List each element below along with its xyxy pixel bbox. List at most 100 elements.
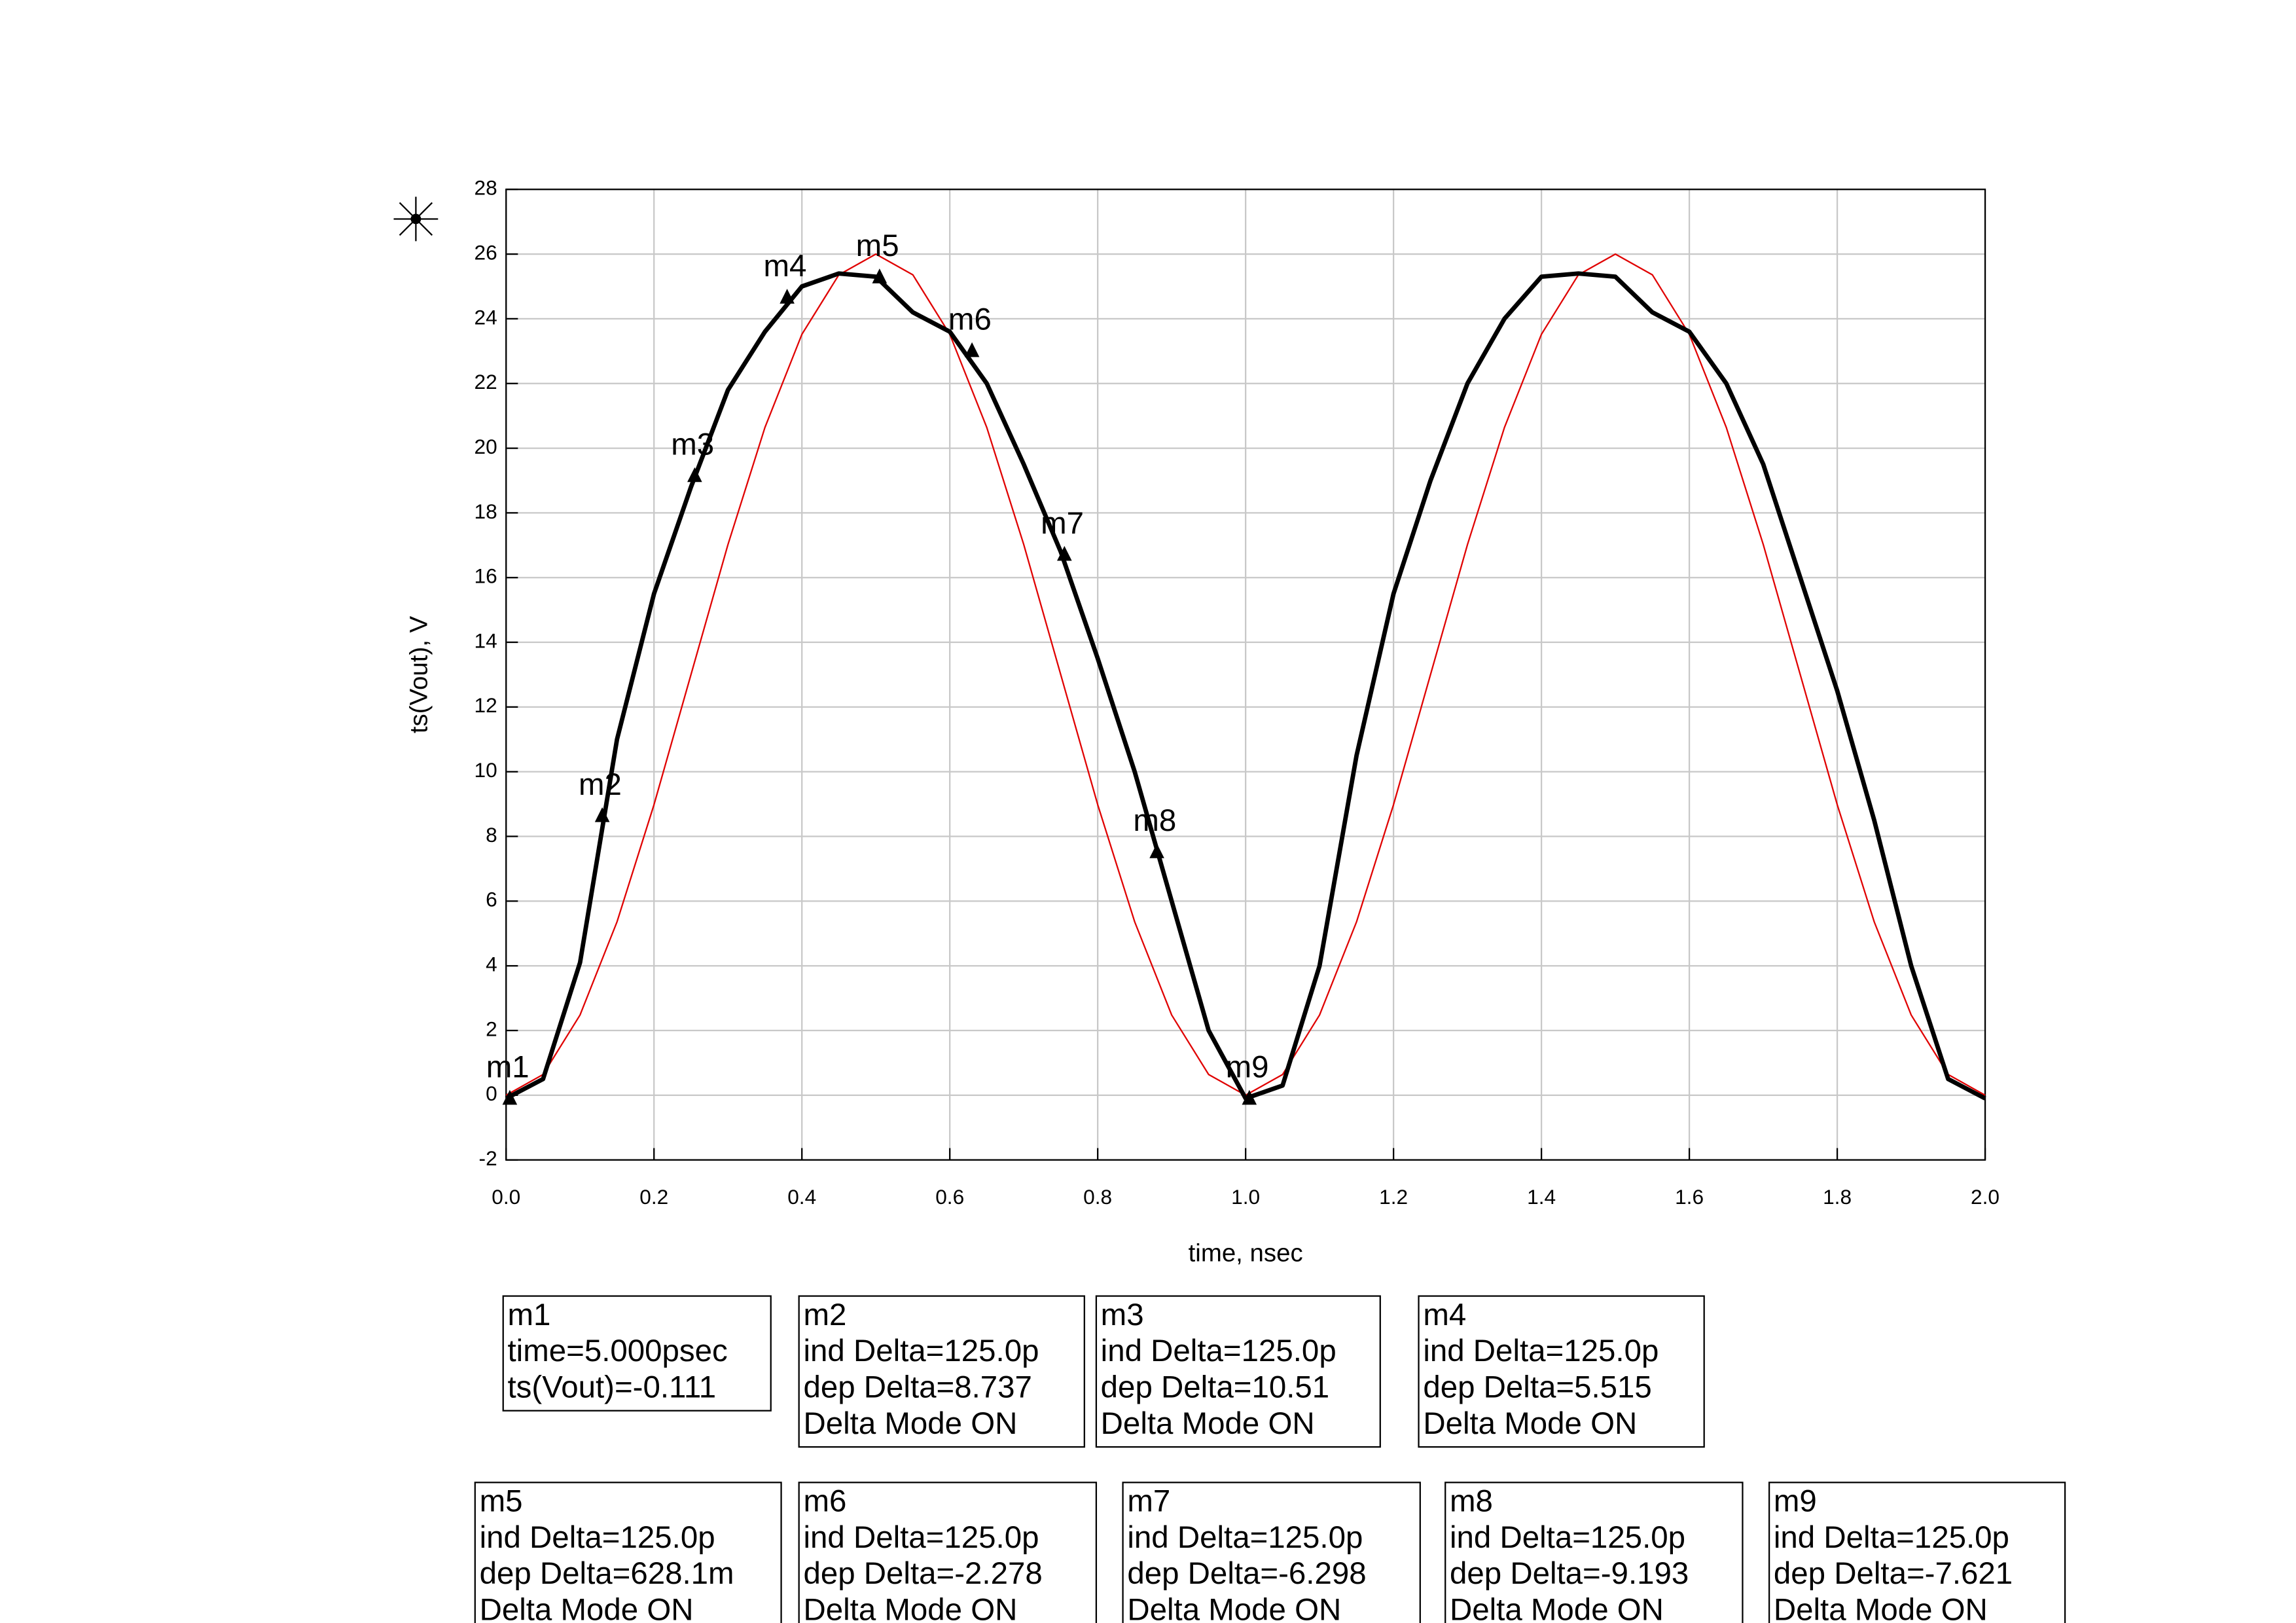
x-tick-label: 1.0 xyxy=(1231,1185,1260,1209)
plot-frame xyxy=(505,189,1986,1161)
x-tick-label: 0.8 xyxy=(1083,1185,1112,1209)
x-tick-label: 1.2 xyxy=(1379,1185,1408,1209)
y-tick-label: 2 xyxy=(486,1017,497,1040)
readout-line: m8 xyxy=(1450,1484,1493,1518)
marker-label: m4 xyxy=(763,249,806,283)
readout-line: m2 xyxy=(803,1298,846,1332)
readout-line: ind Delta=125.0p xyxy=(1127,1520,1363,1555)
readout-line: Delta Mode ON xyxy=(1127,1593,1341,1623)
readout-box xyxy=(798,1295,1085,1448)
readout-line: Delta Mode ON xyxy=(480,1593,694,1623)
readout-line: ind Delta=125.0p xyxy=(1774,1520,2009,1555)
readout-line: Delta Mode ON xyxy=(1423,1406,1637,1441)
readout-line: m9 xyxy=(1774,1484,1817,1518)
x-tick-label: 0.0 xyxy=(492,1185,520,1209)
marker-label: m5 xyxy=(856,228,899,263)
y-tick-label: 18 xyxy=(475,500,497,523)
y-tick-label: 12 xyxy=(475,693,497,717)
readout-line: dep Delta=-9.193 xyxy=(1450,1556,1689,1591)
y-tick-label: 8 xyxy=(486,823,497,847)
readout-line: ind Delta=125.0p xyxy=(803,1334,1039,1368)
marker xyxy=(1242,1089,1257,1105)
readout-line: ind Delta=125.0p xyxy=(1450,1520,1685,1555)
x-axis-label: time, nsec xyxy=(1189,1239,1303,1267)
y-tick-label: 22 xyxy=(475,370,497,393)
y-tick-label: 16 xyxy=(475,564,497,588)
marker xyxy=(1057,545,1072,561)
readout-line: dep Delta=8.737 xyxy=(803,1370,1031,1404)
readout-line: ind Delta=125.0p xyxy=(480,1520,715,1555)
y-tick-label: 4 xyxy=(486,953,497,976)
marker xyxy=(1149,843,1164,858)
readout-line: Delta Mode ON xyxy=(803,1593,1017,1623)
readout-line: ind Delta=125.0p xyxy=(803,1520,1039,1555)
y-tick-label: 26 xyxy=(475,240,497,264)
readout-line: dep Delta=10.51 xyxy=(1101,1370,1329,1404)
readout-line: dep Delta=-6.298 xyxy=(1127,1556,1366,1591)
readout-line: dep Delta=-2.278 xyxy=(803,1556,1042,1591)
marker xyxy=(594,807,610,822)
readout-box xyxy=(1095,1295,1381,1448)
marker-label: m6 xyxy=(948,302,992,337)
readout-line: m4 xyxy=(1423,1298,1466,1332)
marker xyxy=(502,1089,518,1105)
readout-box xyxy=(798,1482,1098,1623)
marker xyxy=(872,268,888,283)
x-tick-label: 0.2 xyxy=(639,1185,668,1209)
marker-label: m2 xyxy=(579,767,622,802)
readout-line: m7 xyxy=(1127,1484,1170,1518)
x-tick-label: 0.4 xyxy=(787,1185,816,1209)
marker xyxy=(780,289,795,304)
readout-line: m5 xyxy=(480,1484,523,1518)
readout-line: dep Delta=628.1m xyxy=(480,1556,734,1591)
x-tick-label: 1.6 xyxy=(1675,1185,1704,1209)
readout-line: m1 xyxy=(508,1298,551,1332)
y-tick-label: -2 xyxy=(479,1146,497,1170)
x-tick-label: 0.6 xyxy=(935,1185,964,1209)
readout-line: dep Delta=5.515 xyxy=(1423,1370,1651,1404)
logo xyxy=(393,196,439,242)
readout-box xyxy=(502,1295,772,1412)
marker-label: m1 xyxy=(486,1050,529,1085)
y-tick-label: 10 xyxy=(475,758,497,782)
readout-line: time=5.000psec xyxy=(508,1334,728,1368)
y-tick-label: 20 xyxy=(475,435,497,458)
readout-line: ts(Vout)=-0.111 xyxy=(508,1370,717,1404)
readout-line: ind Delta=125.0p xyxy=(1423,1334,1659,1368)
readout-line: Delta Mode ON xyxy=(1450,1593,1664,1623)
readout-line: ind Delta=125.0p xyxy=(1101,1334,1336,1368)
readout-line: Delta Mode ON xyxy=(1774,1593,1988,1623)
readout-box xyxy=(1444,1482,1744,1623)
readout-line: m3 xyxy=(1101,1298,1144,1332)
y-tick-label: 6 xyxy=(486,888,497,911)
marker-label: m9 xyxy=(1226,1050,1269,1085)
marker xyxy=(964,342,980,357)
readout-box xyxy=(474,1482,782,1623)
y-axis-label: ts(Vout), V xyxy=(404,615,433,733)
y-tick-label: 28 xyxy=(475,176,497,200)
x-tick-label: 1.8 xyxy=(1823,1185,1852,1209)
readout-line: dep Delta=-7.621 xyxy=(1774,1556,2013,1591)
marker-label: m7 xyxy=(1041,506,1084,541)
marker xyxy=(687,467,702,483)
x-tick-label: 1.4 xyxy=(1527,1185,1556,1209)
readout-box xyxy=(1122,1482,1421,1623)
readout-box xyxy=(1768,1482,2066,1623)
marker-label: m8 xyxy=(1133,803,1176,838)
y-tick-label: 0 xyxy=(486,1082,497,1105)
y-tick-label: 24 xyxy=(475,305,497,329)
x-tick-label: 2.0 xyxy=(1971,1185,2000,1209)
marker-label: m3 xyxy=(671,428,714,462)
readout-line: Delta Mode ON xyxy=(1101,1406,1315,1441)
